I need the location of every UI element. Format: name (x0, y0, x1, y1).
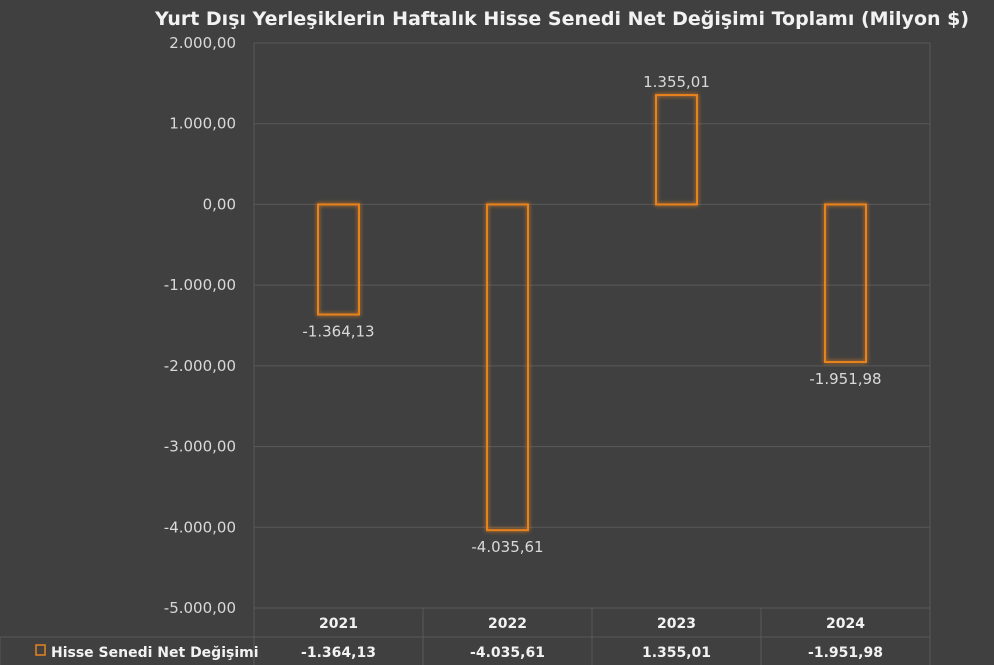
y-tick-label: -3.000,00 (164, 438, 236, 456)
data-labels: -1.364,13 -4.035,61 1.355,01 -1.951,98 (302, 73, 881, 556)
gridlines (253, 42, 931, 665)
y-tick-label: 2.000,00 (169, 34, 236, 52)
table-value: -4.035,61 (470, 645, 545, 661)
y-tick-label: -1.000,00 (164, 276, 236, 294)
data-label: -4.035,61 (471, 538, 543, 556)
data-label: 1.355,01 (643, 73, 710, 91)
y-tick-label: 1.000,00 (169, 115, 236, 133)
chart-title: Yurt Dışı Yerleşiklerin Haftalık Hisse S… (154, 8, 970, 30)
table-value: 1.355,01 (642, 645, 711, 661)
x-category-label: 2021 (319, 616, 358, 632)
x-category-label: 2023 (657, 616, 696, 632)
table-value: -1.364,13 (301, 645, 376, 661)
y-tick-label: -4.000,00 (164, 518, 236, 536)
y-axis-ticks: 2.000,00 1.000,00 0,00 -1.000,00 -2.000,00 -3… (164, 34, 236, 617)
bar (317, 203, 360, 316)
bars (317, 94, 867, 532)
bar (824, 203, 867, 363)
data-table: 2021 -1.364,13 2022 -4.035,61 2023 1.355,01 20… (0, 608, 930, 665)
bar (655, 94, 698, 206)
legend-key (35, 644, 46, 656)
data-label: -1.364,13 (302, 323, 374, 341)
bar (486, 203, 529, 532)
y-tick-label: 0,00 (203, 195, 236, 213)
x-category-label: 2024 (826, 616, 865, 632)
y-tick-label: -5.000,00 (164, 599, 236, 617)
y-tick-label: -2.000,00 (164, 357, 236, 375)
x-category-label: 2022 (488, 616, 527, 632)
data-label: -1.951,98 (809, 370, 881, 388)
table-value: -1.951,98 (808, 645, 883, 661)
legend-series-name: Hisse Senedi Net Değişimi (51, 645, 259, 661)
